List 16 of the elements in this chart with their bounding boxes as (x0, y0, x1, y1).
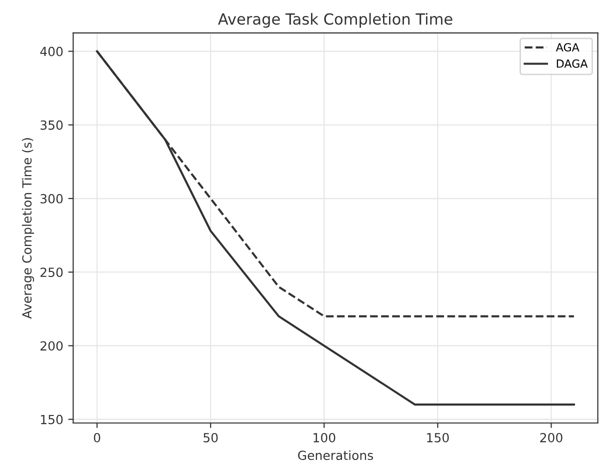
y-axis-title: Average Completion Time (s) (22, 138, 34, 319)
x-tick-label: 0 (94, 432, 100, 442)
y-tick-label: 350 (40, 120, 63, 130)
x-tick-label: 200 (540, 432, 562, 442)
x-axis-title: Generations (298, 450, 374, 460)
legend-label: AGA (556, 43, 580, 52)
y-tick-label: 300 (40, 194, 63, 204)
y-tick-label: 400 (40, 46, 63, 56)
x-tick-label: 150 (427, 432, 449, 442)
x-tick-label: 50 (204, 432, 218, 442)
y-tick-label: 250 (40, 268, 63, 278)
y-tick-label: 150 (40, 414, 63, 424)
chart-title: Average Task Completion Time (218, 12, 452, 28)
x-tick-label: 100 (314, 432, 336, 442)
legend-label: DAGA (556, 59, 588, 68)
y-tick-label: 200 (40, 341, 63, 351)
